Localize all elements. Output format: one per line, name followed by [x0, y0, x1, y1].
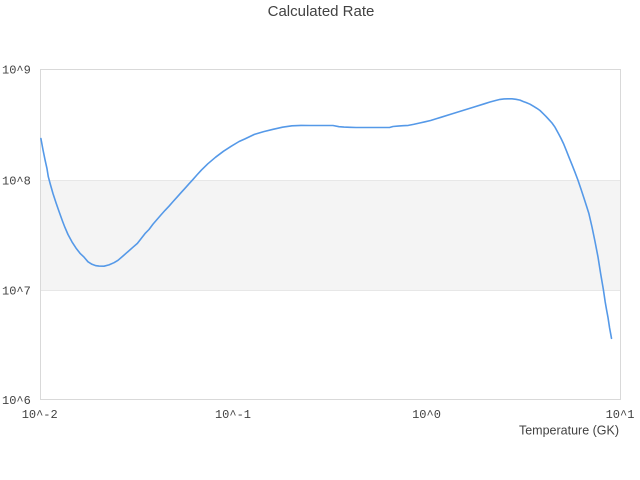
svg-text:10^6: 10^6 [2, 394, 31, 408]
svg-text:10^8: 10^8 [2, 174, 31, 188]
svg-text:Temperature (GK): Temperature (GK) [519, 424, 619, 438]
svg-text:10^0: 10^0 [412, 408, 441, 422]
svg-text:10^-1: 10^-1 [215, 408, 251, 422]
svg-text:10^1: 10^1 [606, 408, 635, 422]
svg-text:Calculated Rate: Calculated Rate [268, 3, 375, 20]
svg-text:10^9: 10^9 [2, 63, 31, 77]
svg-text:10^-2: 10^-2 [22, 408, 58, 422]
svg-text:10^7: 10^7 [2, 285, 31, 299]
